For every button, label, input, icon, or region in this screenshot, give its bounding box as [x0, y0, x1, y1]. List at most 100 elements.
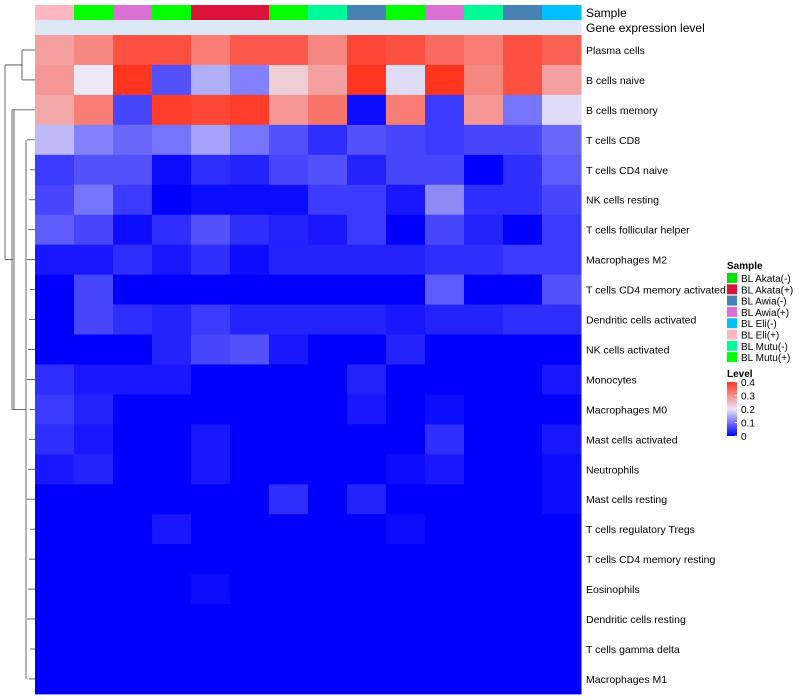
row-label: NK cells activated: [586, 344, 670, 356]
heatmap-cell: [152, 94, 192, 126]
heatmap-cell: [386, 304, 426, 335]
expression-annotation-cell: [35, 20, 75, 35]
heatmap-cell: [269, 35, 309, 66]
heatmap-cell: [386, 424, 426, 455]
heatmap-cell: [191, 484, 231, 515]
heatmap-cell: [269, 454, 309, 485]
sample-annotation-cell: [386, 5, 426, 20]
heatmap-cell: [503, 304, 543, 335]
heatmap-cell: [230, 424, 270, 455]
heatmap-cell: [269, 424, 309, 455]
row-label: Eosinophils: [586, 584, 640, 596]
heatmap-cell: [35, 274, 75, 306]
heatmap-cell: [425, 364, 465, 395]
heatmap-cell: [230, 544, 270, 575]
heatmap-cell: [386, 244, 426, 276]
sample-legend-swatch: [727, 284, 737, 295]
heatmap-cell: [35, 154, 75, 186]
heatmap-cell: [347, 154, 387, 186]
heatmap-cell: [152, 394, 192, 425]
expression-annotation-cell: [152, 20, 192, 35]
heatmap-cell: [230, 514, 270, 545]
heatmap-cell: [308, 35, 348, 66]
heatmap-cell: [464, 334, 504, 365]
heatmap-cells: [35, 35, 582, 695]
heatmap-cell: [425, 244, 465, 276]
heatmap-cell: [35, 634, 75, 665]
heatmap-cell: [503, 154, 543, 186]
heatmap-cell: [269, 364, 309, 395]
heatmap-cell: [152, 244, 192, 276]
heatmap-cell: [542, 214, 582, 246]
heatmap-cell: [113, 544, 153, 575]
heatmap-cell: [230, 484, 270, 515]
heatmap-cell: [230, 634, 270, 665]
heatmap-cell: [191, 214, 231, 246]
row-label: Mast cells activated: [586, 434, 678, 446]
heatmap-cell: [542, 304, 582, 335]
heatmap-cell: [308, 274, 348, 306]
row-label: Macrophages M1: [586, 674, 667, 686]
heatmap-cell: [35, 304, 75, 335]
heatmap-cell: [503, 184, 543, 216]
heatmap-cell: [74, 424, 114, 455]
heatmap-cell: [269, 634, 309, 665]
expression-annotation-cell: [347, 20, 387, 35]
heatmap-cell: [152, 64, 192, 96]
heatmap-cell: [113, 304, 153, 335]
heatmap-cell: [386, 35, 426, 66]
heatmap-cell: [74, 634, 114, 665]
column-annotation: [35, 5, 582, 35]
heatmap-cell: [308, 484, 348, 515]
heatmap-cell: [74, 394, 114, 425]
heatmap-cell: [113, 634, 153, 665]
row-label: T cells regulatory Tregs: [586, 524, 695, 536]
row-label: B cells memory: [586, 105, 659, 117]
heatmap-cell: [347, 394, 387, 425]
expression-annotation-cell: [74, 20, 114, 35]
heatmap-cell: [191, 424, 231, 455]
heatmap-cell: [386, 544, 426, 575]
heatmap-cell: [503, 394, 543, 425]
heatmap-cell: [113, 663, 153, 695]
heatmap-cell: [503, 244, 543, 276]
level-tick-label: 0.1: [741, 419, 755, 430]
heatmap-cell: [308, 244, 348, 276]
heatmap-cell: [113, 484, 153, 515]
heatmap-cell: [542, 514, 582, 545]
heatmap-cell: [464, 214, 504, 246]
heatmap-cell: [230, 604, 270, 635]
heatmap-cell: [191, 35, 231, 66]
sample-legend-swatch: [727, 306, 737, 317]
heatmap-cell: [308, 663, 348, 695]
heatmap-cell: [347, 604, 387, 635]
heatmap-cell: [464, 394, 504, 425]
row-label: Monocytes: [586, 374, 637, 386]
heatmap-cell: [503, 94, 543, 126]
heatmap-cell: [74, 454, 114, 485]
heatmap-cell: [74, 184, 114, 216]
heatmap-cell: [308, 454, 348, 485]
annotation-label: Gene expression level: [586, 21, 705, 35]
heatmap-cell: [347, 35, 387, 66]
heatmap-cell: [191, 94, 231, 126]
heatmap-cell: [269, 244, 309, 276]
sample-annotation-cell: [269, 5, 309, 20]
heatmap-cell: [347, 454, 387, 485]
heatmap-cell: [386, 574, 426, 605]
heatmap-cell: [425, 35, 465, 66]
heatmap-cell: [503, 544, 543, 575]
heatmap-cell: [308, 64, 348, 96]
heatmap-cell: [35, 214, 75, 246]
heatmap-cell: [269, 64, 309, 96]
heatmap-cell: [542, 334, 582, 365]
heatmap-cell: [386, 514, 426, 545]
heatmap-cell: [269, 124, 309, 156]
heatmap-cell: [74, 574, 114, 605]
heatmap-cell: [230, 154, 270, 186]
heatmap-cell: [269, 94, 309, 126]
heatmap-cell: [191, 394, 231, 425]
heatmap-cell: [74, 154, 114, 186]
heatmap-cell: [503, 484, 543, 515]
heatmap-cell: [230, 94, 270, 126]
